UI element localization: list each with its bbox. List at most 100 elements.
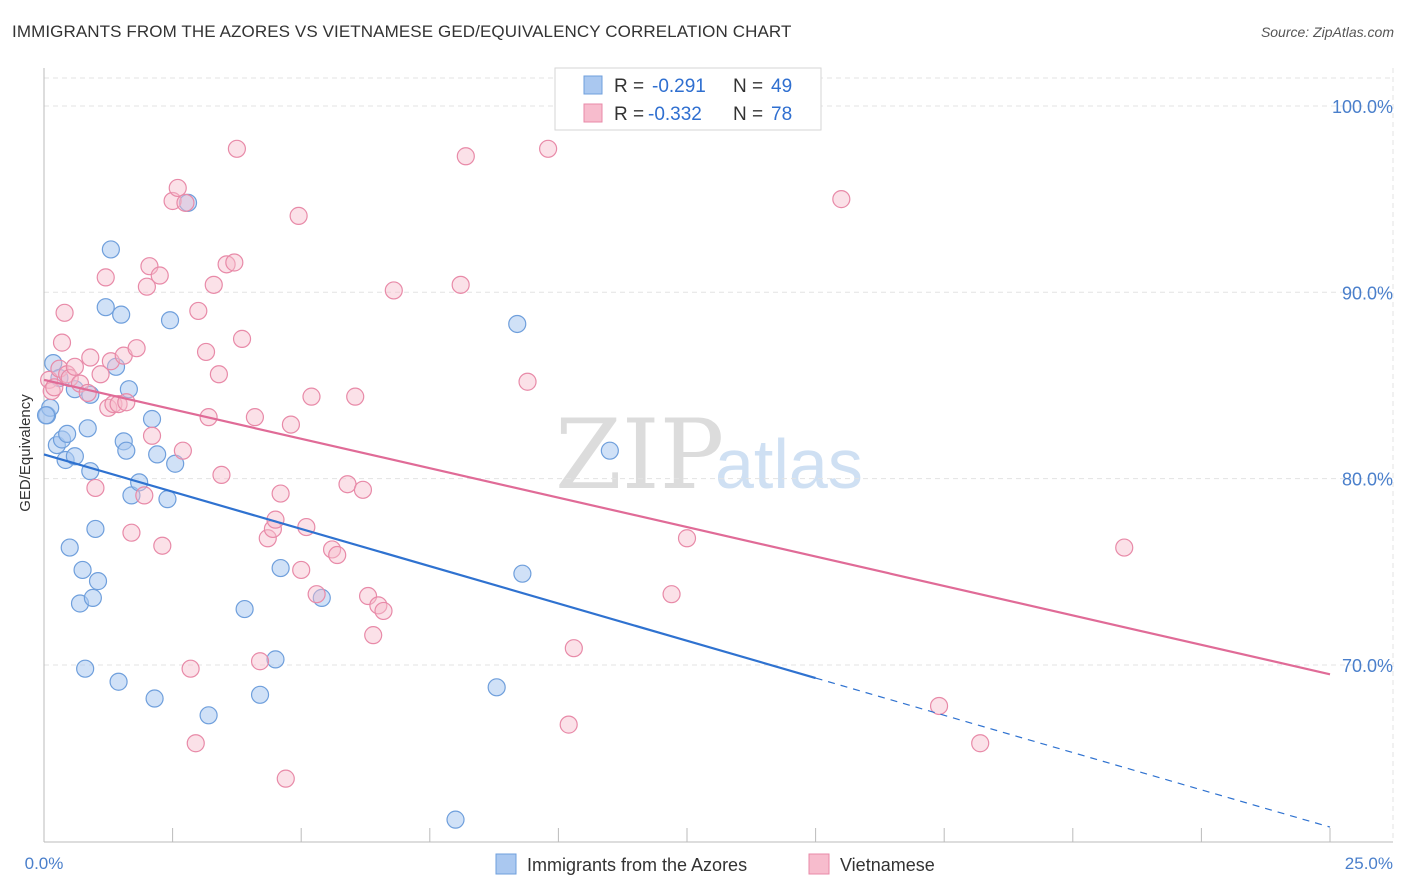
vietnamese-point	[358, 586, 378, 606]
vietnamese-point	[173, 441, 192, 460]
vietnamese-point	[364, 626, 383, 645]
azores-point	[109, 672, 128, 691]
legend-n-value-vietnamese: 78	[771, 104, 792, 125]
vietnamese-point	[971, 734, 990, 753]
azores-point	[76, 659, 95, 678]
vietnamese-point	[559, 715, 578, 734]
legend-r-label-vietnamese: R =	[614, 104, 644, 125]
vietnamese-point	[374, 601, 393, 621]
vietnamese-point	[96, 268, 115, 287]
azores-point	[148, 445, 167, 464]
azores-point	[487, 678, 506, 697]
vietnamese-point	[281, 415, 301, 434]
vietnamese-point	[1115, 538, 1134, 557]
vietnamese-point	[677, 529, 697, 548]
vietnamese-point	[302, 387, 321, 406]
x-tick-label: 0.0%	[25, 854, 64, 873]
azores-point	[142, 409, 162, 429]
azores-trend-line	[43, 453, 816, 680]
vietnamese-point	[539, 139, 558, 158]
azores-point	[112, 305, 131, 324]
azores-trend-extension	[815, 677, 1331, 828]
azores-point	[101, 240, 120, 259]
vietnamese-point	[225, 253, 244, 272]
vietnamese-point	[832, 190, 851, 209]
bottom-legend-swatch-vietnamese	[808, 853, 830, 875]
series-legend: Immigrants from the Azores Vietnamese	[495, 853, 935, 875]
x-tick-label: 25.0%	[1345, 854, 1393, 873]
y-tick-label: 90.0%	[1342, 283, 1393, 303]
azores-point	[36, 406, 56, 425]
azores-point	[250, 685, 270, 704]
azores-point	[235, 599, 254, 619]
azores-point	[446, 810, 465, 829]
y-tick-label: 100.0%	[1332, 97, 1393, 117]
azores-point	[83, 588, 102, 607]
azores-point	[158, 490, 177, 509]
azores-point	[88, 572, 108, 591]
vietnamese-point	[186, 734, 205, 753]
vietnamese-point	[153, 536, 172, 555]
vietnamese-point	[328, 545, 347, 565]
vietnamese-point	[189, 301, 208, 321]
y-tick-label: 70.0%	[1342, 656, 1393, 676]
legend-n-label-azores: N =	[733, 76, 763, 97]
y-axis-label: GED/Equivalency	[17, 394, 34, 512]
vietnamese-point	[245, 408, 265, 427]
vietnamese-point	[276, 769, 295, 788]
azores-point	[271, 558, 290, 578]
vietnamese-point	[456, 147, 475, 166]
vietnamese-point	[142, 426, 162, 445]
bottom-legend-swatch-azores	[495, 853, 517, 875]
chart-source: Source: ZipAtlas.com	[1260, 24, 1394, 40]
azores-point	[117, 441, 136, 460]
vietnamese-point	[55, 303, 74, 322]
azores-point	[508, 314, 527, 334]
vietnamese-point	[564, 639, 583, 658]
legend-r-value-vietnamese: -0.332	[648, 104, 702, 125]
series-vietnamese-points	[40, 139, 1134, 788]
vietnamese-point	[65, 357, 84, 376]
azores-point	[145, 689, 164, 708]
vietnamese-point	[292, 560, 311, 580]
vietnamese-point	[91, 365, 110, 384]
vietnamese-point	[78, 383, 97, 403]
azores-point	[96, 298, 115, 317]
gridlines	[44, 68, 1394, 842]
vietnamese-point	[384, 281, 403, 300]
vietnamese-point	[212, 465, 231, 485]
y-tick-label: 80.0%	[1342, 470, 1393, 490]
vietnamese-point	[168, 178, 187, 198]
azores-point	[199, 706, 218, 725]
vietnamese-point	[346, 387, 365, 406]
vietnamese-point	[518, 372, 537, 391]
vietnamese-point	[209, 365, 228, 384]
vietnamese-point	[81, 348, 100, 367]
legend-swatch-vietnamese	[583, 103, 603, 123]
watermark-zip: ZIP	[555, 399, 724, 511]
vietnamese-point	[122, 523, 141, 542]
vietnamese-point	[289, 206, 308, 225]
series-azores-points	[36, 193, 619, 829]
vietnamese-point	[929, 696, 949, 716]
azores-point	[160, 311, 180, 330]
vietnamese-point	[322, 540, 342, 559]
azores-point	[73, 560, 92, 580]
legend-r-label-azores: R =	[614, 76, 644, 97]
legend-n-value-azores: 49	[771, 76, 792, 97]
azores-point	[60, 538, 79, 557]
vietnamese-point	[369, 596, 388, 615]
vietnamese-point	[135, 486, 154, 505]
azores-point	[600, 441, 619, 460]
vietnamese-point	[227, 139, 246, 158]
azores-point	[266, 650, 285, 669]
vietnamese-point	[181, 659, 200, 678]
tick-labels: 70.0% 80.0% 90.0% 100.0% 0.0% 25.0%	[25, 97, 1393, 873]
vietnamese-point	[451, 275, 470, 294]
legend-n-label-vietnamese: N =	[733, 104, 763, 125]
vietnamese-point	[86, 478, 105, 498]
vietnamese-point	[140, 257, 159, 276]
watermark: ZIP atlas	[555, 399, 863, 511]
vietnamese-point	[137, 277, 156, 296]
